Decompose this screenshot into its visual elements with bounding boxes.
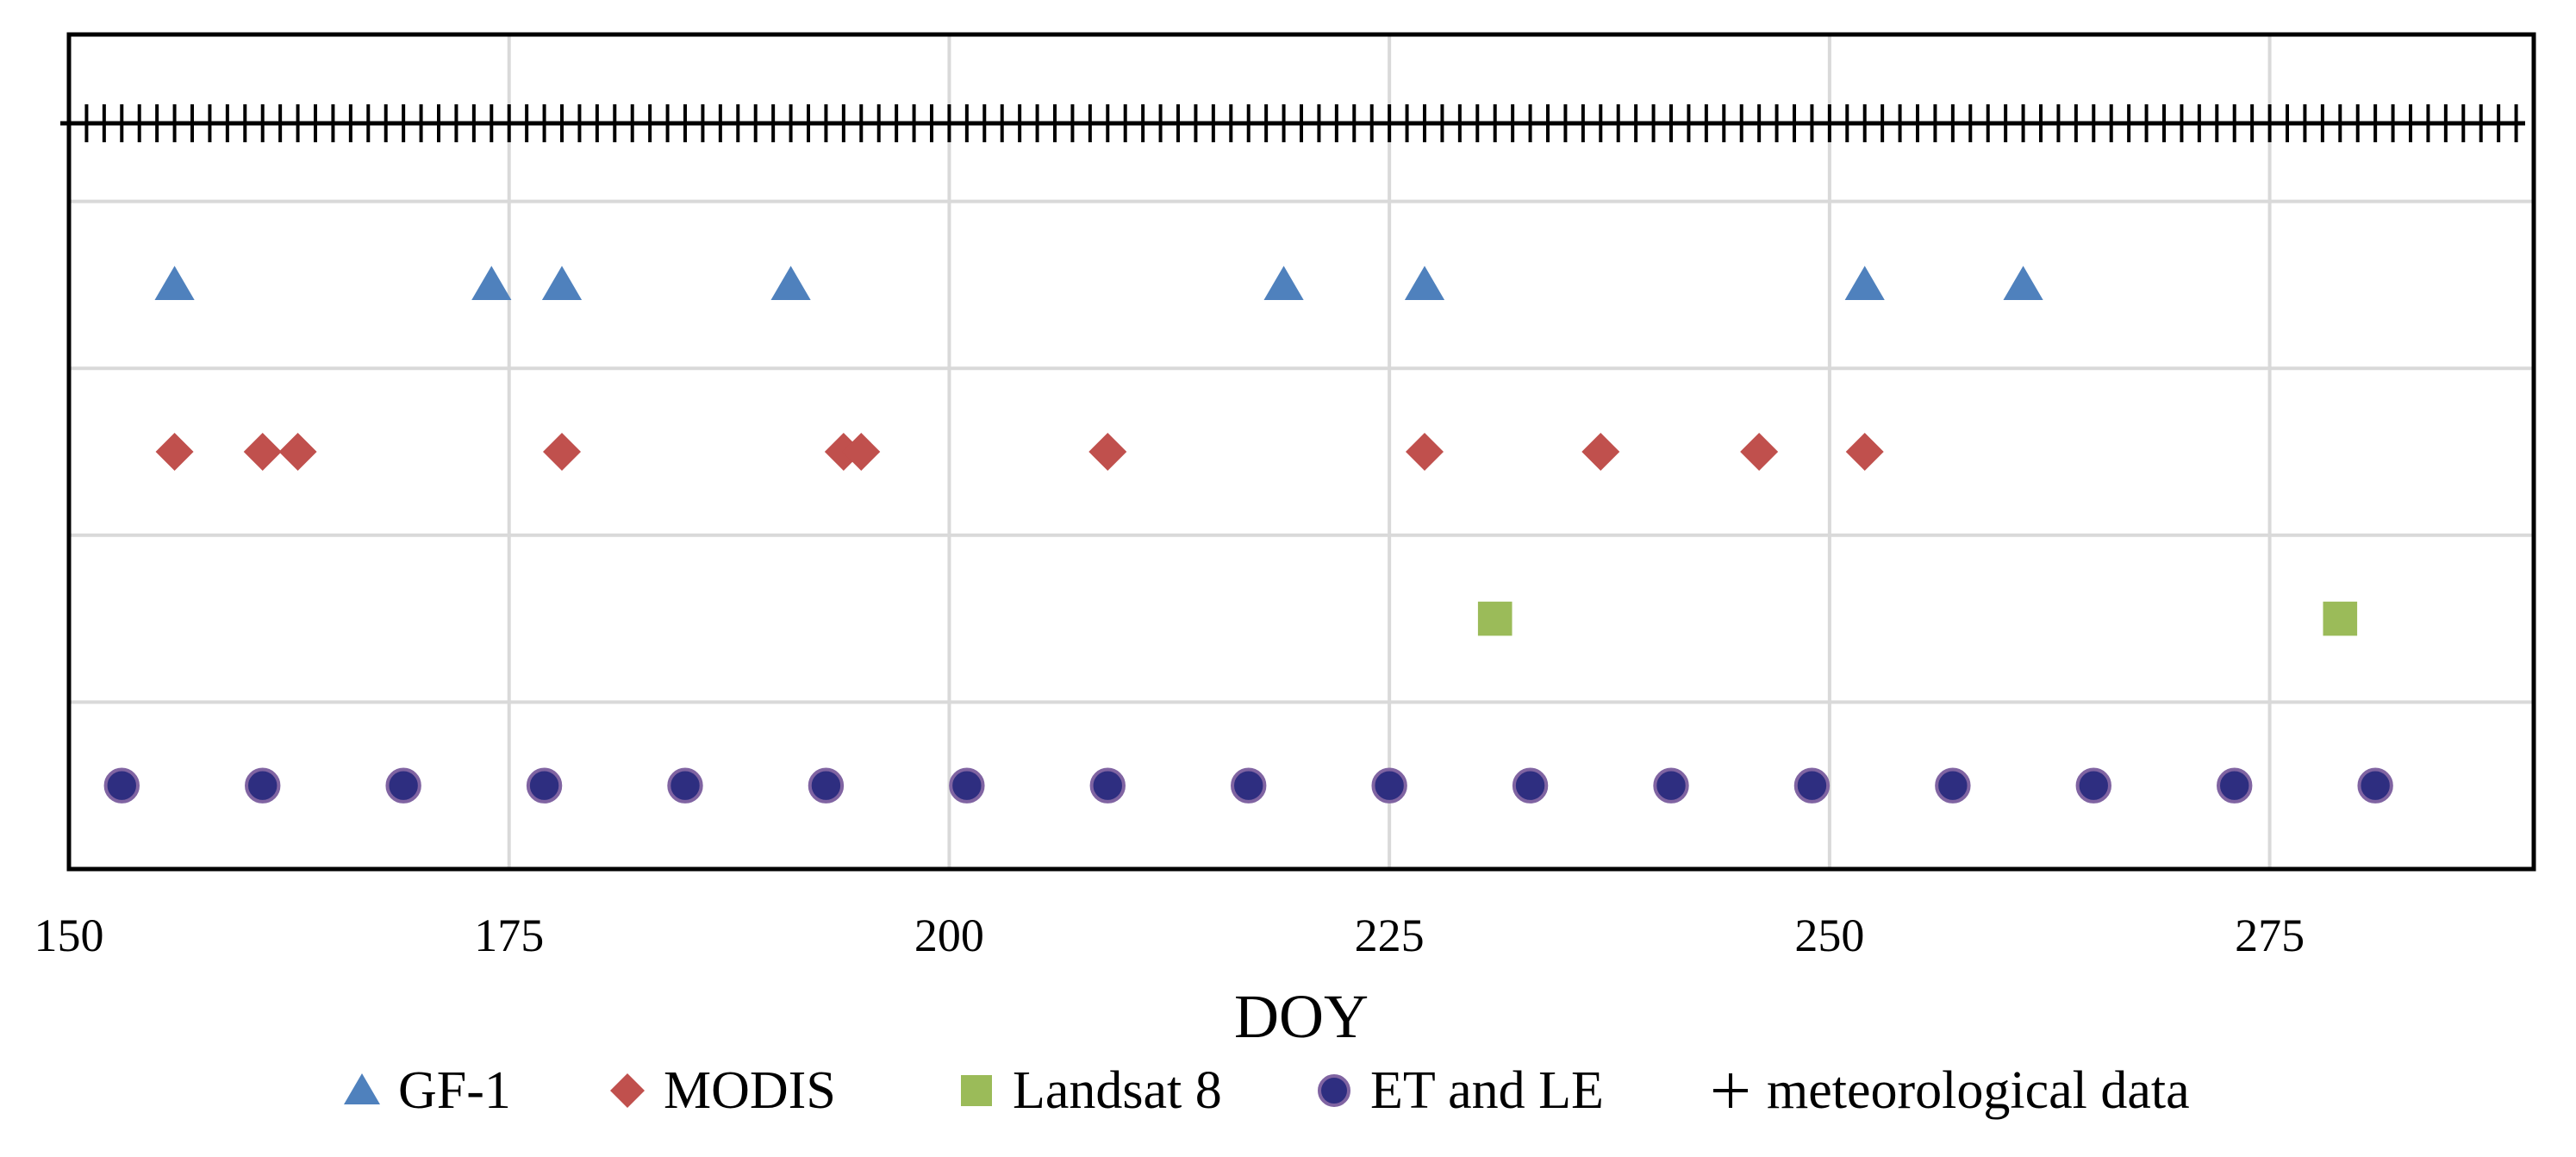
et-and-le-point [949,767,985,804]
plot-frame [66,32,2536,872]
legend-label: GF-1 [398,1061,511,1120]
gf-1-point [1263,266,1304,300]
legend-item-landsat-8: Landsat 8 [961,1061,1222,1120]
legend-item-et-and-le: ET and LE [1318,1061,1604,1120]
et-and-le-point [1371,767,1407,804]
legend-item-meteorological-data: meteorological data [1713,1061,2190,1120]
legend: GF-1 MODIS Landsat 8 ET and LE meteorologica… [344,1061,2190,1120]
gf-1-point [770,266,811,300]
gf-1-point [2003,266,2043,300]
legend-item-modis: MODIS [610,1061,836,1120]
legend-swatch [344,1073,380,1104]
gf-1-point [1844,266,1885,300]
legend-swatch [961,1075,992,1106]
legend-swatch [1318,1074,1350,1107]
modis-point [243,433,282,471]
legend-item-gf-1: GF-1 [344,1061,511,1120]
legend-label: Landsat 8 [1013,1061,1222,1120]
et-and-le-point [526,767,563,804]
et-and-le-point [667,767,703,804]
x-tick-label: 250 [1794,910,1864,961]
et-and-le-point [103,767,140,804]
et-and-le-point [245,767,281,804]
modis-point [1740,433,1779,471]
modis-point [155,433,194,471]
x-tick-label: 150 [34,910,104,961]
et-and-le-point [1512,767,1549,804]
et-and-le-point [808,767,845,804]
x-tick-label: 225 [1355,910,1425,961]
modis-point [1406,433,1444,471]
legend-label: MODIS [664,1061,836,1120]
modis-point [1581,433,1620,471]
legend-swatch [610,1073,645,1108]
landsat-8-point [2323,601,2358,636]
et-and-le-point [385,767,421,804]
x-tick-label: 275 [2235,910,2305,961]
landsat-8-point [1477,601,1513,636]
gf-1-point [1404,266,1445,300]
modis-point [842,433,881,471]
et-and-le-point [1935,767,1971,804]
modis-point [278,433,317,471]
gf-1-point [154,266,195,300]
et-and-le-point [1653,767,1689,804]
x-axis-title: DOY [1234,982,1369,1051]
modis-point [543,433,581,471]
modis-point [1845,433,1884,471]
legend-swatch [1713,1073,1748,1108]
et-and-le-point [1089,767,1126,804]
et-and-le-point [1231,767,1267,804]
x-tick-label: 175 [474,910,544,961]
legend-label: meteorological data [1767,1061,2190,1120]
gf-1-point [471,266,512,300]
gf-1-point [541,266,583,300]
grid [69,34,2534,869]
legend-label: ET and LE [1370,1061,1604,1120]
x-tick-label: 200 [914,910,984,961]
modis-point [1088,433,1127,471]
data-marks [60,104,2525,804]
et-and-le-point [2075,767,2111,804]
et-and-le-point [2217,767,2253,804]
x-ticks: 150 175 200 225 250 275 [34,910,2305,961]
et-and-le-point [2357,767,2393,804]
et-and-le-point [1793,767,1831,804]
